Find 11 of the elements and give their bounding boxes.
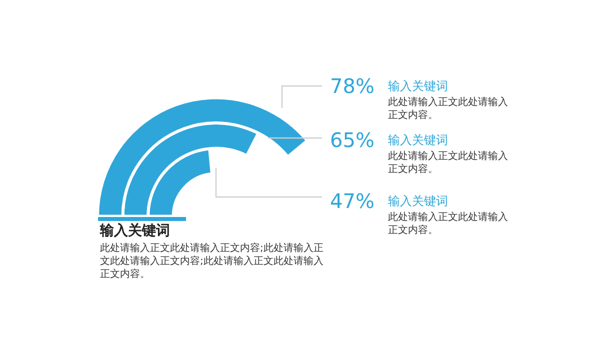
category-label: 输入关键词 — [388, 132, 448, 148]
text: 此处请输入正文此处请输入正文内容。 — [388, 96, 508, 122]
data-label: 78% — [330, 74, 374, 98]
text: 此处请输入正文此处请输入正文内容。 — [388, 211, 508, 237]
text: 此处请输入正文此处请输入正文内容;此处请输入正文此处请输入正文内容;此处请输入正文此处请输入正文内容。 — [100, 242, 324, 281]
text: 输入关键词 — [100, 222, 170, 240]
text: 此处请输入正文此处请输入正文内容。 — [388, 150, 508, 176]
category-label: 输入关键词 — [388, 78, 448, 94]
category-label: 输入关键词 — [388, 193, 448, 209]
data-label: 47% — [330, 189, 374, 213]
data-label: 65% — [330, 128, 374, 152]
